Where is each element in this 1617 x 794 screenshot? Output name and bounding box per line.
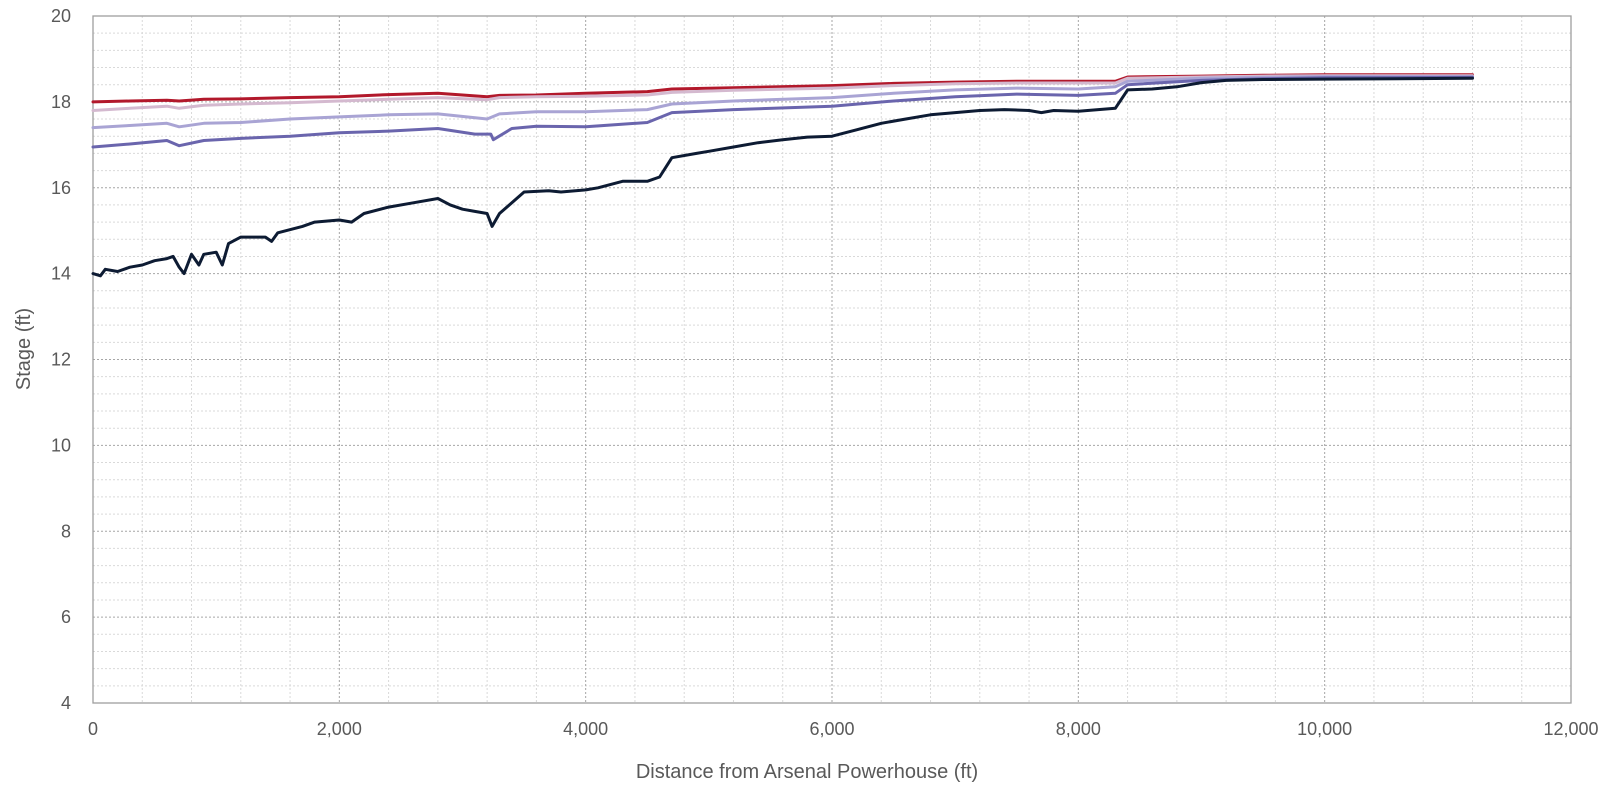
x-tick-label: 10,000 bbox=[1297, 719, 1352, 739]
y-tick-label: 6 bbox=[61, 607, 71, 627]
series-line-5 bbox=[91, 76, 1474, 278]
plot-area-border bbox=[92, 15, 1572, 704]
x-tick-label: 4,000 bbox=[563, 719, 608, 739]
y-tick-label: 16 bbox=[51, 178, 71, 198]
series-lines bbox=[91, 73, 1474, 278]
series-line-4 bbox=[91, 75, 1474, 149]
y-axis-tick-labels: 4 6 8 10 12 14 16 18 20 bbox=[51, 6, 71, 713]
y-tick-label: 20 bbox=[51, 6, 71, 26]
x-tick-label: 0 bbox=[88, 719, 98, 739]
x-tick-label: 8,000 bbox=[1056, 719, 1101, 739]
series-line-2 bbox=[91, 74, 1474, 112]
x-tick-label: 6,000 bbox=[809, 719, 854, 739]
y-tick-label: 12 bbox=[51, 350, 71, 370]
y-tick-label: 18 bbox=[51, 92, 71, 112]
x-tick-label: 12,000 bbox=[1543, 719, 1598, 739]
y-tick-label: 14 bbox=[51, 264, 71, 284]
minor-gridlines bbox=[93, 16, 1571, 703]
x-tick-label: 2,000 bbox=[317, 719, 362, 739]
y-tick-label: 8 bbox=[61, 521, 71, 541]
y-axis-title: Stage (ft) bbox=[13, 308, 35, 390]
x-axis-tick-labels: 0 2,000 4,000 6,000 8,000 10,000 12,000 bbox=[88, 719, 1599, 739]
series-line-3 bbox=[91, 75, 1474, 130]
x-axis-title: Distance from Arsenal Powerhouse (ft) bbox=[636, 761, 978, 783]
y-tick-label: 10 bbox=[51, 435, 71, 455]
y-tick-label: 4 bbox=[61, 693, 71, 713]
